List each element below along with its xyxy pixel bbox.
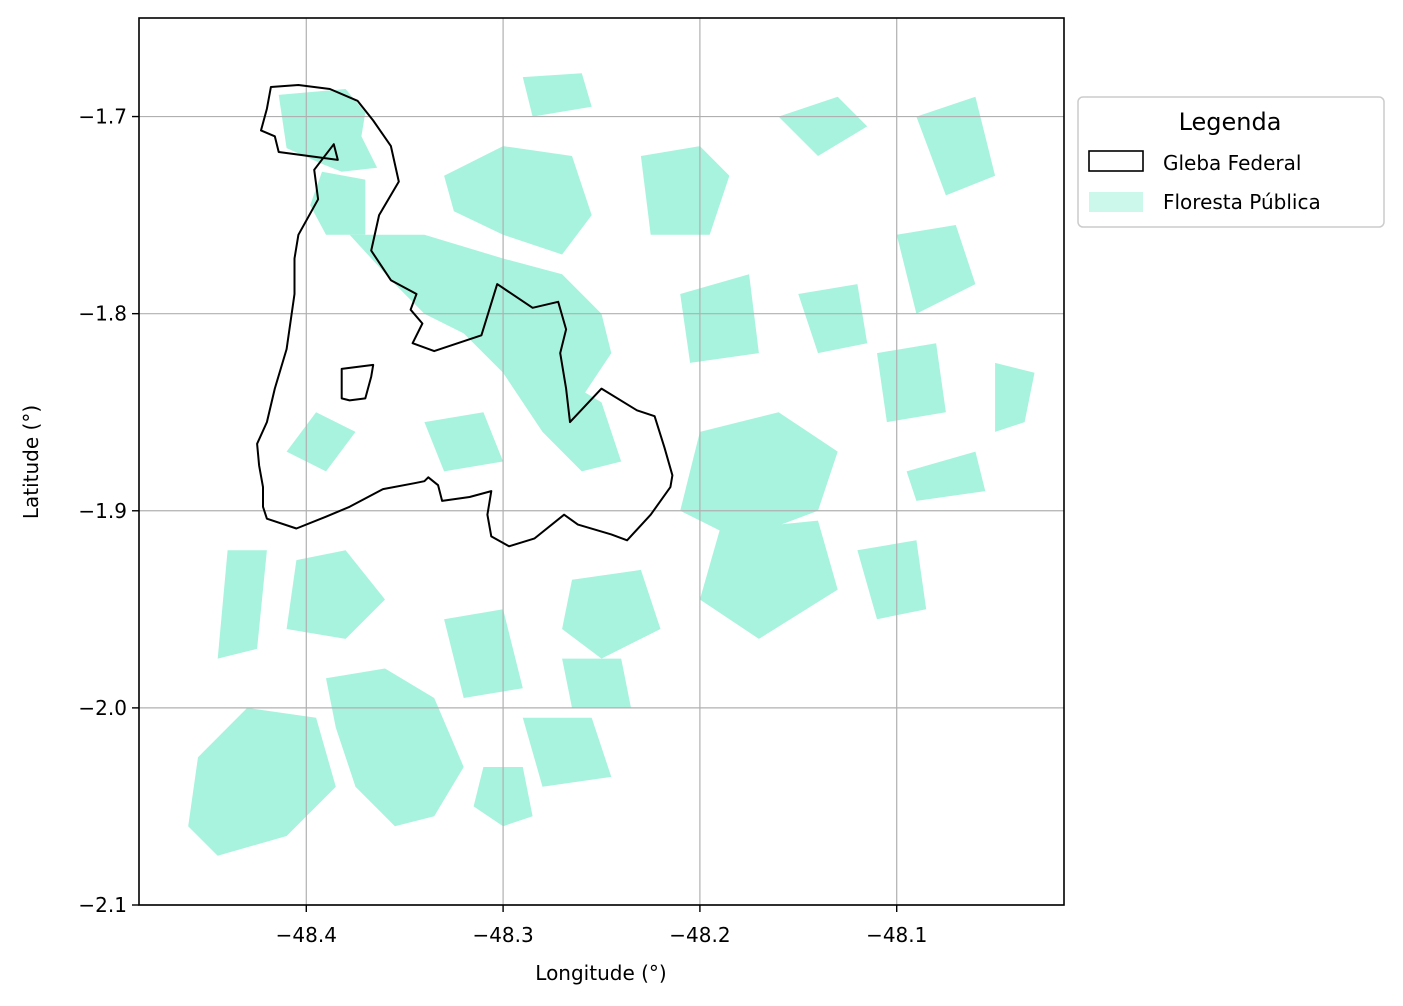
- y-tick-label-1: −1.8: [78, 302, 127, 326]
- legend-title: Legenda: [1179, 108, 1282, 136]
- floresta-publica-layer: [188, 73, 1035, 856]
- y-tick-label-0: −1.7: [78, 105, 127, 129]
- x-axis-label: Longitude (°): [535, 961, 666, 985]
- gleba-outline-1: [340, 363, 375, 402]
- y-tick-label-4: −2.1: [78, 893, 127, 917]
- forest-patch-9: [326, 668, 464, 827]
- x-tick-label-1: −48.3: [472, 923, 533, 947]
- forest-patch-3: [444, 146, 592, 255]
- legend-swatch-floresta-publica: [1089, 192, 1143, 212]
- grid: [139, 18, 1064, 906]
- forest-patch-15: [286, 412, 356, 472]
- y-axis: −1.7 −1.8 −1.9 −2.0 −2.1: [78, 105, 139, 917]
- forest-patch-28: [562, 658, 631, 708]
- legend-box: [1077, 96, 1385, 228]
- forest-patch-10: [188, 707, 336, 856]
- forest-patch-17: [877, 343, 946, 423]
- forest-patch-19: [857, 540, 927, 620]
- legend-swatch-gleba-federal: [1088, 150, 1144, 172]
- x-tick-label-3: −48.1: [866, 923, 927, 947]
- forest-patch-4: [640, 146, 730, 235]
- forest-patch-24: [680, 274, 759, 363]
- legend-label-gleba-federal: Gleba Federal: [1163, 151, 1301, 175]
- x-axis: −48.4 −48.3 −48.2 −48.1: [276, 905, 927, 947]
- forest-patch-5: [503, 372, 622, 472]
- x-tick-label-2: −48.2: [669, 923, 730, 947]
- x-tick-label-0: −48.4: [276, 923, 337, 947]
- y-tick-label-2: −1.9: [78, 499, 127, 523]
- forest-patch-0: [278, 89, 378, 172]
- forest-patch-8: [286, 550, 385, 639]
- forest-patch-2: [349, 234, 612, 413]
- plot-frame: [138, 17, 1065, 906]
- y-tick-label-3: −2.0: [78, 696, 127, 720]
- forest-patch-14: [424, 412, 504, 472]
- forest-patch-20: [995, 362, 1035, 432]
- gleba-federal-layer: [256, 84, 674, 548]
- forest-patch-6: [680, 412, 838, 541]
- forest-patch-13: [562, 569, 661, 659]
- forest-patch-18: [906, 451, 986, 501]
- forest-patch-12: [522, 717, 612, 787]
- forest-patch-21: [778, 96, 868, 156]
- y-axis-label: Latitude (°): [19, 405, 43, 519]
- forest-patch-7: [699, 520, 838, 639]
- legend: Legenda Gleba Federal Floresta Pública: [1077, 96, 1385, 228]
- legend-label-floresta-publica: Floresta Pública: [1163, 190, 1321, 214]
- forest-patch-26: [217, 550, 267, 659]
- forest-patch-22: [916, 96, 996, 196]
- forest-patch-16: [896, 225, 976, 314]
- forest-patch-1: [310, 171, 366, 235]
- forest-patch-27: [444, 609, 523, 698]
- forest-patch-23: [522, 73, 592, 117]
- gleba-outline-0: [256, 84, 674, 548]
- forest-patch-25: [798, 284, 868, 354]
